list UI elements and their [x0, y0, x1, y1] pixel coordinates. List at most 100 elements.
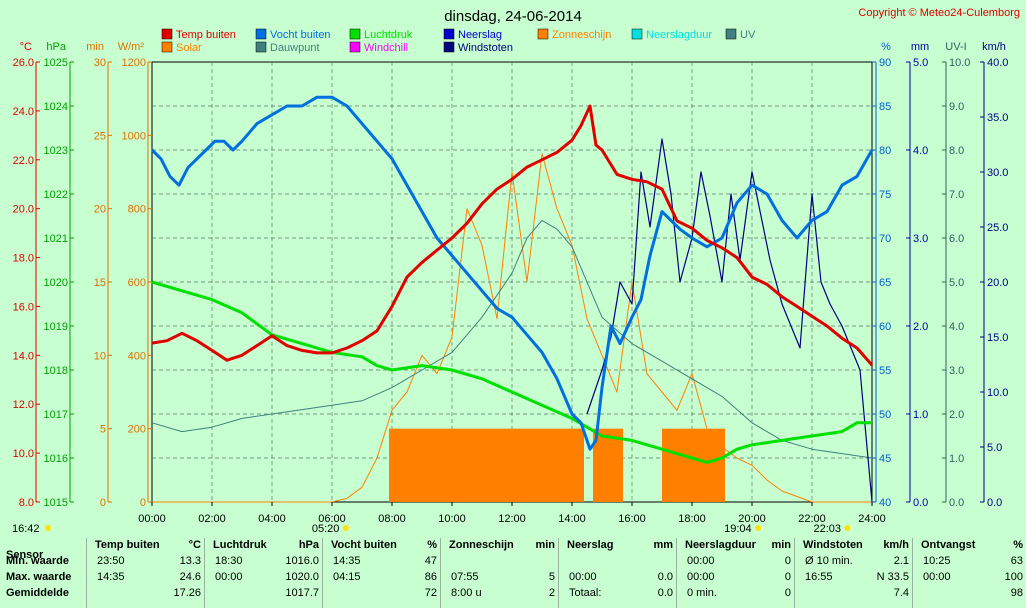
marker-label: 05:20	[312, 523, 340, 535]
axis-tick-label: 5.0	[913, 57, 928, 69]
axis-tick-label: 14.0	[13, 350, 34, 362]
stats-row-label: Min. waarde	[6, 555, 69, 567]
stats-column: Neerslag mm 00:00 0.0 Totaal: 0.0	[558, 538, 677, 608]
axis-tick-label: 10.0	[13, 448, 34, 460]
axis-tick-label: 9.0	[949, 101, 964, 113]
x-tick-label: 04:00	[258, 513, 286, 525]
legend-label: Solar	[176, 42, 202, 54]
axis-tick-label: 1.0	[949, 453, 964, 465]
stats-column: Windstoten km/h Ø 10 min. 2.1 16:55 N 33.5 7.4	[794, 538, 913, 608]
x-tick-label: 20:00	[738, 513, 766, 525]
legend-swatch	[537, 28, 549, 40]
legend-label: Windchill	[364, 42, 408, 54]
stats-value: 0	[784, 571, 791, 583]
stats-time: 23:50	[97, 555, 125, 567]
axes: °C 26.0 24.0 22.0 20.0 18.0 16.0 14.0 12.0 10.0 8.…	[13, 41, 1009, 509]
stats-value: 47	[424, 555, 437, 567]
weather-chart: dinsdag, 24-06-2014 Copyright © Meteo24-…	[12, 7, 1020, 535]
axis-tick-label: 20.0	[987, 277, 1008, 289]
axis-tick-label: 50	[879, 409, 891, 421]
axis-tick-label: 1018	[44, 365, 68, 377]
legend-label: Luchtdruk	[364, 29, 413, 41]
axis-tick-label: 10	[94, 350, 106, 362]
x-tick-label: 14:00	[558, 513, 586, 525]
stats-unit: min	[535, 539, 555, 551]
axis-tick-label: 30.0	[987, 167, 1008, 179]
legend-swatch	[443, 41, 455, 53]
stats-value: 1020.0	[285, 571, 319, 583]
axis-tick-label: 2.0	[949, 409, 964, 421]
axis-tick-label: 10.0	[949, 57, 970, 69]
axis-tick-label: 0	[100, 497, 106, 509]
legend-label: Zonneschijn	[552, 29, 611, 41]
stats-time: 00:00	[687, 555, 715, 567]
x-tick-label: 08:00	[378, 513, 406, 525]
stats-value: 86	[424, 571, 437, 583]
chart-title: dinsdag, 24-06-2014	[444, 8, 582, 25]
axis-tick-label: 5.0	[987, 442, 1002, 454]
axis-tick-label: 1.0	[913, 409, 928, 421]
stats-column: Ontvangst% 10:25 63 00:00 100 98	[912, 538, 1026, 608]
stats-time: 00:00	[923, 571, 951, 583]
axis-tick-label: 0.0	[987, 497, 1002, 509]
stats-header: Neerslag	[567, 539, 614, 551]
stats-header: Ontvangst	[921, 539, 976, 551]
stats-time: 14:35	[333, 555, 361, 567]
axis-unit: W/m²	[118, 41, 145, 53]
copyright: Copyright © Meteo24-Culemborg	[858, 7, 1020, 19]
axis-tick-label: 20	[94, 204, 106, 216]
axis-tick-label: 400	[128, 350, 146, 362]
axis-tick-label: 10.0	[987, 387, 1008, 399]
legend-swatch	[725, 28, 737, 40]
stats-unit: %	[1013, 539, 1023, 551]
axis-tick-label: 26.0	[13, 57, 34, 69]
stats-unit: min	[771, 539, 791, 551]
axis-tick-label: 30	[94, 57, 106, 69]
stats-value: 1017.7	[285, 587, 319, 599]
legend-swatch	[161, 28, 173, 40]
x-tick-label: 12:00	[498, 513, 526, 525]
stats-header: Sensor	[6, 549, 44, 561]
axis-tick-label: 0	[140, 497, 146, 509]
series-layer	[150, 95, 874, 503]
axis-unit: km/h	[982, 41, 1006, 53]
stats-value: 0	[784, 587, 791, 599]
stats-header: Temp buiten	[95, 539, 160, 551]
stats-column: Neerslagduur min 00:00 0 00:00 0 0 min. 0	[676, 538, 795, 608]
axis-tick-label: 22.0	[13, 155, 34, 167]
sunshine-block	[389, 428, 584, 502]
series-temp-buiten	[151, 104, 874, 367]
marker-label: 22:03	[814, 523, 842, 535]
legend-label: Dauwpunt	[270, 42, 320, 54]
axis-tick-label: 2.0	[913, 321, 928, 333]
axis-tick-label: 3.0	[949, 365, 964, 377]
x-tick-label: 16:00	[618, 513, 646, 525]
axis-unit: %	[881, 41, 891, 53]
axis-tick-label: 8.0	[949, 145, 964, 157]
stats-value: 7.4	[893, 587, 909, 599]
marker-label: 16:42	[12, 523, 40, 535]
legend-label: Vocht buiten	[270, 29, 331, 41]
legend-label: Neerslagduur	[646, 29, 712, 41]
series-windstoten	[586, 138, 873, 503]
axis-tick-label: 0.0	[913, 497, 928, 509]
axis-tick-label: 1019	[44, 321, 68, 333]
sun-markers: 16:42 05:20 19:04 22:03	[12, 523, 851, 535]
axis-tick-label: 12.0	[13, 399, 34, 411]
axis-tick-label: 24.0	[13, 106, 34, 118]
axis-unit: mm	[911, 41, 929, 53]
stats-header: Windstoten	[803, 539, 863, 551]
axis-tick-label: 75	[879, 189, 891, 201]
axis-tick-label: 25.0	[987, 222, 1008, 234]
series-vocht-buiten	[150, 95, 874, 451]
sunshine-block	[662, 428, 725, 502]
axis-tick-label: 80	[879, 145, 891, 157]
stats-column: Sensor Min. waarde Max. waarde Gemiddelde	[0, 538, 86, 608]
legend-label: Windstoten	[458, 42, 513, 54]
axis-unit: hPa	[46, 41, 66, 53]
stats-column: Temp buiten °C 23:50 13.3 14:35 24.6 17.26	[86, 538, 205, 608]
stats-value: 63	[1010, 555, 1023, 567]
stats-value: 1016.0	[285, 555, 319, 567]
axis-tick-label: 5.0	[949, 277, 964, 289]
stats-time: 18:30	[215, 555, 243, 567]
